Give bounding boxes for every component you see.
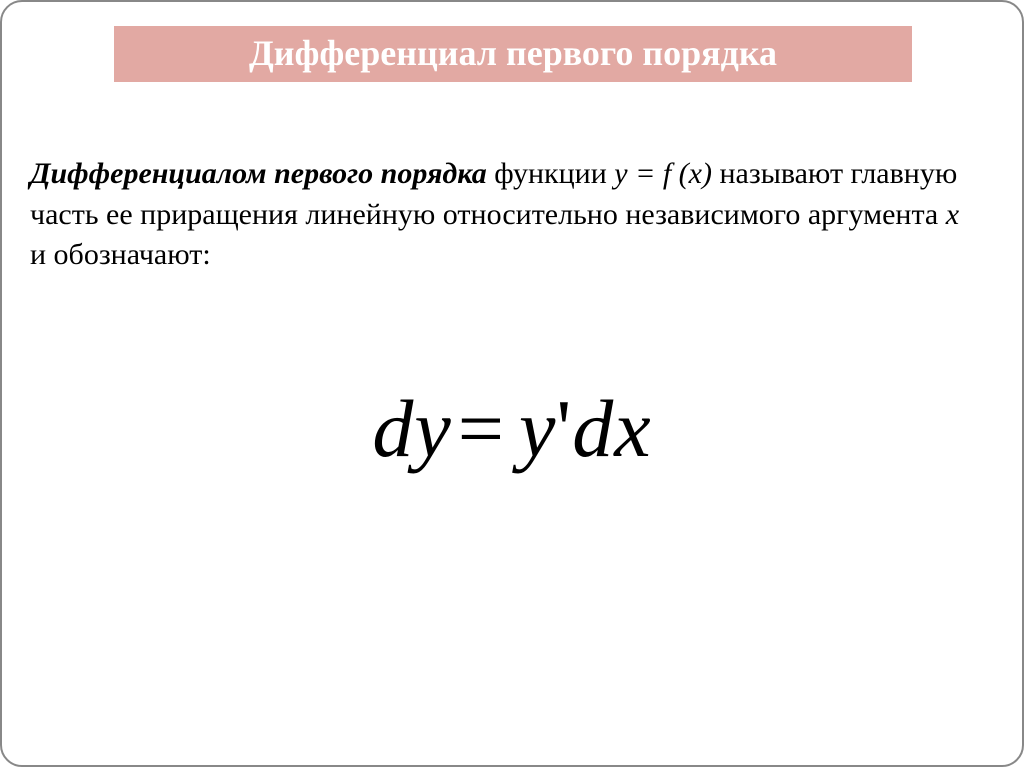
slide-frame: Дифференциал первого порядка Дифференциа… bbox=[0, 0, 1024, 767]
definition-paragraph: Дифференциалом первого порядка функции y… bbox=[30, 154, 978, 276]
formula-display: dy=y'dx bbox=[2, 382, 1022, 476]
formula-equals: = bbox=[452, 383, 519, 474]
formula-y: y bbox=[519, 383, 556, 474]
title-bar: Дифференциал первого порядка bbox=[114, 26, 912, 82]
formula-prime: ' bbox=[556, 383, 572, 474]
definition-argument: x bbox=[946, 198, 959, 231]
definition-term: Дифференциалом первого порядка bbox=[30, 157, 494, 190]
formula-dx: dx bbox=[572, 383, 651, 474]
formula-dy: dy bbox=[372, 383, 451, 474]
definition-text-3: и обозначают: bbox=[30, 238, 211, 271]
slide-title: Дифференциал первого порядка bbox=[249, 34, 777, 74]
definition-function: y = f (x) bbox=[614, 157, 712, 190]
definition-text-1: функции bbox=[494, 157, 614, 190]
